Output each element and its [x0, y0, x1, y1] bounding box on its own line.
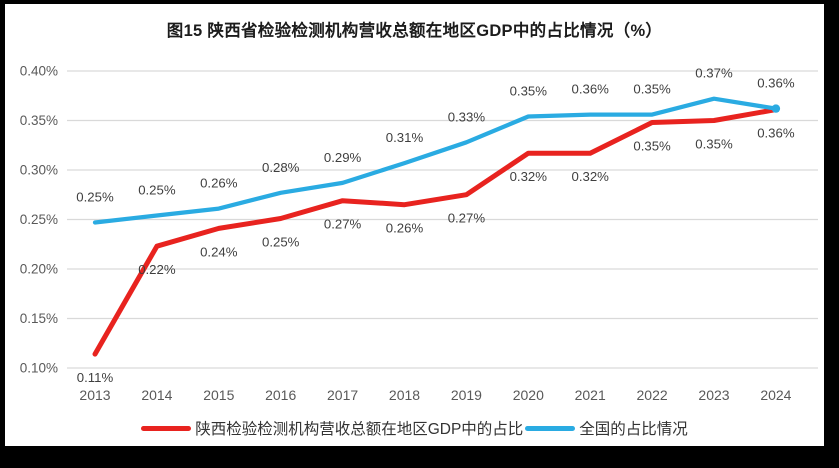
y-tick-label: 0.40%: [20, 64, 58, 79]
national-data-label: 0.37%: [695, 66, 733, 81]
shaanxi-data-label: 0.27%: [448, 211, 486, 226]
y-tick-label: 0.10%: [20, 361, 58, 376]
national-data-label: 0.25%: [138, 183, 176, 198]
y-tick-label: 0.35%: [20, 113, 58, 128]
shaanxi-data-label: 0.35%: [695, 137, 733, 152]
x-tick-label: 2013: [79, 387, 110, 403]
x-tick-label: 2014: [141, 387, 172, 403]
shaanxi-data-label: 0.11%: [77, 370, 114, 385]
legend-swatch-shaanxi: [141, 425, 192, 431]
legend-item-national: 全国的占比情况: [525, 417, 688, 439]
shaanxi-data-label: 0.27%: [324, 217, 362, 232]
x-tick-label: 2017: [327, 387, 358, 403]
x-tick-label: 2024: [760, 387, 791, 403]
y-tick-label: 0.25%: [20, 212, 58, 227]
legend-item-shaanxi: 陕西检验检测机构营收总额在地区GDP中的占比: [141, 417, 523, 439]
legend-swatch-national: [525, 425, 576, 431]
national-series-line: [92, 96, 779, 225]
national-data-label: 0.31%: [386, 130, 424, 145]
y-tick-label: 0.20%: [20, 262, 58, 277]
shaanxi-data-label: 0.32%: [571, 169, 609, 184]
national-data-label: 0.33%: [448, 109, 486, 124]
chart-panel: 图15 陕西省检验检测机构营收总额在地区GDP中的占比情况（%） 0.10% 0.…: [5, 4, 824, 446]
national-end-marker: [771, 104, 781, 113]
y-tick-label: 0.30%: [20, 163, 58, 178]
x-tick-label: 2022: [637, 387, 668, 403]
shaanxi-data-label: 0.22%: [138, 262, 176, 277]
chart-legend: 陕西检验检测机构营收总额在地区GDP中的占比 全国的占比情况: [5, 417, 824, 439]
national-data-label: 0.28%: [262, 160, 300, 175]
national-data-label: 0.35%: [510, 84, 548, 99]
chart-title: 图15 陕西省检验检测机构营收总额在地区GDP中的占比情况（%）: [166, 22, 663, 40]
x-tick-label: 2018: [389, 387, 420, 403]
shaanxi-data-label: 0.36%: [757, 126, 795, 141]
shaanxi-series-line: [92, 107, 779, 357]
national-data-label: 0.36%: [571, 82, 609, 97]
x-tick-label: 2023: [698, 387, 729, 403]
shaanxi-data-label: 0.25%: [262, 235, 300, 250]
line-chart: 0.10% 0.15% 0.20% 0.25% 0.30% 0.35% 0.40% 2013 2…: [20, 64, 818, 403]
x-tick-label: 2016: [265, 387, 296, 403]
national-data-label: 0.26%: [200, 176, 238, 191]
x-tick-label: 2020: [513, 387, 544, 403]
national-data-label: 0.29%: [324, 150, 362, 165]
y-tick-label: 0.15%: [20, 311, 58, 326]
national-data-label: 0.25%: [76, 190, 114, 205]
shaanxi-data-label: 0.32%: [510, 169, 548, 184]
national-data-label: 0.35%: [633, 82, 671, 97]
legend-label-shaanxi: 陕西检验检测机构营收总额在地区GDP中的占比: [195, 421, 524, 438]
x-tick-label: 2015: [203, 387, 234, 403]
x-tick-label: 2021: [575, 387, 606, 403]
shaanxi-data-label: 0.35%: [633, 139, 671, 154]
shaanxi-data-label: 0.26%: [386, 221, 424, 236]
national-data-label: 0.36%: [757, 76, 795, 91]
x-tick-label: 2019: [451, 387, 482, 403]
legend-label-national: 全国的占比情况: [579, 421, 688, 438]
shaanxi-data-label: 0.24%: [200, 244, 238, 259]
